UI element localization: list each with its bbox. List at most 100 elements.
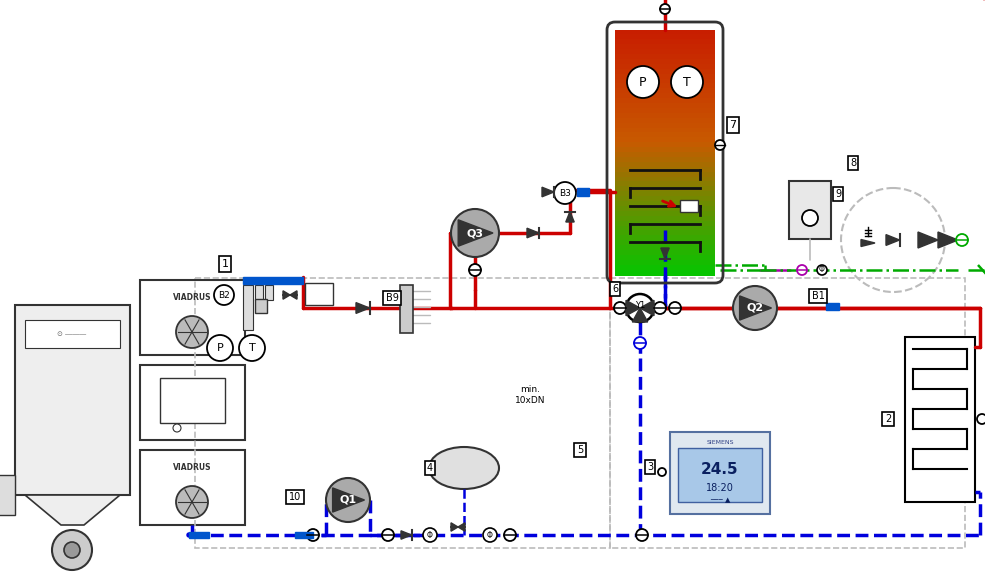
Text: Q2: Q2 [747,303,763,313]
Text: Φ: Φ [820,265,825,274]
Text: B1: B1 [812,291,824,301]
Bar [140,450,245,525]
Text: P: P [639,76,647,88]
Text: 1: 1 [222,259,229,269]
Text: 3: 3 [647,462,653,472]
Polygon shape [542,187,554,197]
Circle shape [504,529,516,541]
Bar [255,299,267,313]
Bar [615,69,715,75]
Ellipse shape [429,447,499,489]
Bar [615,230,715,236]
Bar [615,255,715,261]
Bar [615,39,715,45]
Bar [615,216,715,222]
Text: 6: 6 [612,284,618,294]
Bar [615,49,715,55]
Text: 18:20: 18:20 [706,483,734,493]
Polygon shape [401,531,412,539]
Bar [243,285,253,330]
Polygon shape [458,523,465,531]
Circle shape [207,335,233,361]
Bar [615,142,715,148]
Bar [305,283,333,305]
Polygon shape [740,296,771,320]
Bar [610,278,965,548]
Bar [140,365,245,440]
Text: T: T [248,343,255,353]
Polygon shape [886,234,899,245]
Polygon shape [565,211,574,222]
Text: 4: 4 [427,463,433,473]
Bar [615,245,715,251]
Bar [615,118,715,124]
Bar [615,191,715,197]
Polygon shape [861,240,875,246]
Bar [615,250,715,256]
Circle shape [817,265,827,275]
Polygon shape [626,300,640,316]
Bar [615,79,715,85]
Circle shape [451,209,499,257]
Bar [160,378,225,423]
Bar [0,475,15,515]
Circle shape [326,478,370,522]
Circle shape [52,530,92,570]
Bar [905,337,975,502]
Bar [615,167,715,173]
Bar [615,88,715,94]
Bar [615,181,715,187]
Bar [615,59,715,65]
Circle shape [214,285,234,305]
Bar [615,30,715,36]
Text: Q1: Q1 [340,495,357,505]
Polygon shape [918,232,938,248]
Circle shape [239,335,265,361]
Bar [615,64,715,70]
Text: 8: 8 [850,158,856,168]
Circle shape [956,234,968,246]
Bar [255,285,263,300]
Bar [615,123,715,129]
Text: ─── ▲: ─── ▲ [710,497,730,503]
Circle shape [733,286,777,330]
Bar [678,448,762,502]
Bar [265,285,273,300]
Circle shape [627,66,659,98]
Text: 2: 2 [885,414,891,424]
Text: B3: B3 [559,189,571,198]
Circle shape [671,66,703,98]
Bar [295,532,313,538]
Polygon shape [356,303,369,313]
Bar [615,83,715,89]
Bar [615,132,715,138]
Bar [577,188,589,196]
Bar [25,320,120,348]
Text: P: P [217,343,224,353]
Bar [615,226,715,232]
Circle shape [802,210,818,226]
Circle shape [977,414,985,424]
Bar [400,285,413,333]
Bar [789,181,831,239]
Bar [615,152,715,158]
Circle shape [634,337,646,349]
Bar [140,280,245,355]
Bar [243,277,303,284]
Circle shape [173,424,181,432]
Bar [615,147,715,153]
Bar [680,200,698,212]
Text: Y1: Y1 [635,300,645,309]
Text: VIADRUS: VIADRUS [172,464,211,473]
Text: 10: 10 [289,492,301,502]
Text: Φ: Φ [487,531,492,540]
Bar [615,265,715,271]
Polygon shape [632,308,648,322]
Text: 24.5: 24.5 [701,462,739,477]
Bar [615,172,715,178]
Circle shape [307,529,319,541]
Bar [615,128,715,134]
Circle shape [715,140,725,150]
Circle shape [382,529,394,541]
Text: B9: B9 [385,293,399,303]
